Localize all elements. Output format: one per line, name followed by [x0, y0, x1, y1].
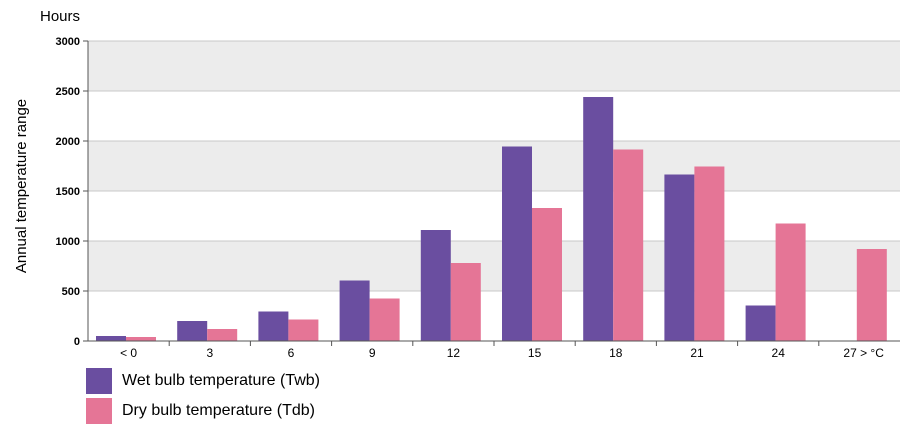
x-tick-labels: < 0 3 6 9 12 15 18 21 24 27 > °C	[120, 346, 884, 360]
bar-tdb	[207, 329, 238, 341]
legend-swatch-twb	[86, 368, 112, 394]
x-tick-label: 18	[609, 346, 623, 360]
legend-item-tdb: Dry bulb temperature (Tdb)	[86, 398, 320, 424]
bar-twb	[339, 280, 370, 341]
x-tick-label: 15	[528, 346, 542, 360]
x-tick-label: 27 > °C	[843, 346, 884, 360]
x-tick-label: 9	[369, 346, 376, 360]
x-tick-label: 12	[447, 346, 461, 360]
bar-twb	[258, 311, 289, 341]
grid-band	[88, 241, 900, 291]
legend: Wet bulb temperature (Twb) Dry bulb temp…	[86, 368, 320, 428]
bar-twb	[745, 305, 776, 341]
bar-tdb	[856, 249, 887, 341]
bar-twb	[583, 97, 614, 341]
bar-twb	[502, 146, 532, 341]
bars	[96, 97, 887, 341]
bar-tdb	[450, 263, 481, 341]
legend-item-twb: Wet bulb temperature (Twb)	[86, 368, 320, 394]
axes	[83, 40, 900, 346]
y-tick-label: 0	[74, 336, 80, 348]
x-tick-label: < 0	[120, 346, 137, 360]
bar-twb	[664, 174, 695, 341]
grid-bands	[88, 41, 900, 291]
chart-title: Hours	[40, 8, 80, 25]
y-axis-label: Annual temperature range	[13, 99, 30, 273]
bar-twb	[420, 230, 451, 341]
bar-tdb	[613, 149, 644, 341]
y-tick-label: 2000	[56, 136, 80, 148]
legend-label-tdb: Dry bulb temperature (Tdb)	[122, 402, 315, 419]
bar-tdb	[694, 166, 725, 341]
bar-tdb	[126, 337, 156, 341]
bar-tdb	[532, 208, 562, 341]
y-tick-label: 1000	[56, 236, 80, 248]
x-tick-label: 6	[288, 346, 295, 360]
legend-swatch-tdb	[86, 398, 112, 424]
y-tick-label: 3000	[56, 36, 80, 48]
x-tick-label: 24	[772, 346, 786, 360]
grid-band	[88, 41, 900, 91]
y-tick-label: 2500	[56, 86, 80, 98]
x-tick-label: 21	[690, 346, 704, 360]
y-tick-label: 1500	[56, 186, 80, 198]
bar-twb	[177, 321, 208, 341]
y-tick-labels: 0 500 1000 1500 2000 2500 3000	[56, 36, 80, 348]
y-tick-label: 500	[62, 286, 80, 298]
bar-tdb	[775, 223, 806, 341]
grid-band	[88, 141, 900, 191]
bar-twb	[96, 336, 126, 341]
legend-label-twb: Wet bulb temperature (Twb)	[122, 372, 321, 389]
bar-tdb	[288, 319, 319, 341]
bar-tdb	[369, 298, 400, 341]
x-tick-label: 3	[206, 346, 213, 360]
